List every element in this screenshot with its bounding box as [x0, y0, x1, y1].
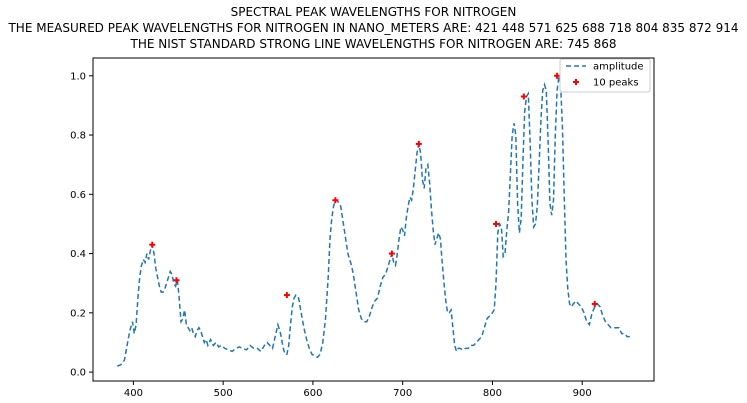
peak-marker	[415, 140, 422, 147]
chart-title: SPECTRAL PEAK WAVELENGTHS FOR NITROGEN	[230, 5, 517, 19]
amplitude-series-line	[116, 75, 630, 367]
y-tick-label: 0.6	[70, 190, 86, 201]
x-tick-label: 500	[214, 388, 233, 399]
y-tick-label: 0.2	[70, 308, 86, 319]
peak-marker	[388, 250, 395, 257]
y-tick-label: 0.0	[70, 368, 86, 379]
x-tick-label: 600	[303, 388, 322, 399]
plot-area	[116, 72, 630, 367]
legend-peaks-swatch	[573, 79, 579, 85]
peak-marker	[591, 300, 598, 307]
y-tick-label: 1.0	[70, 71, 86, 82]
peak-marker	[493, 220, 500, 227]
legend: amplitude 10 peaks	[559, 58, 651, 93]
y-tick-label: 0.8	[70, 131, 86, 142]
x-tick-label: 900	[573, 388, 592, 399]
legend-box	[559, 58, 651, 93]
chart-subtitle-measured-peaks: THE MEASURED PEAK WAVELENGTHS FOR NITROG…	[8, 21, 739, 35]
legend-amplitude-label: amplitude	[593, 62, 644, 73]
y-tick-label: 0.4	[70, 249, 86, 260]
legend-peaks-label: 10 peaks	[593, 78, 639, 89]
x-tick-label: 700	[393, 388, 412, 399]
x-tick-label: 800	[483, 388, 502, 399]
peak-marker	[173, 277, 180, 284]
peak-marker	[149, 241, 156, 248]
chart-subtitle-nist-lines: THE NIST STANDARD STRONG LINE WAVELENGTH…	[130, 37, 617, 51]
axis-ticks: 400 500 600 700 800 900 0.0 0.2 0.4 0.6 0.8 1.0	[70, 71, 592, 399]
peak-marker	[554, 72, 561, 79]
axes-frame	[92, 57, 655, 382]
peak-marker	[283, 292, 290, 299]
peak-marker	[332, 197, 339, 204]
x-tick-label: 400	[124, 388, 143, 399]
peak-marker	[520, 93, 527, 100]
chart-title-block: SPECTRAL PEAK WAVELENGTHS FOR NITROGEN T…	[0, 4, 747, 52]
